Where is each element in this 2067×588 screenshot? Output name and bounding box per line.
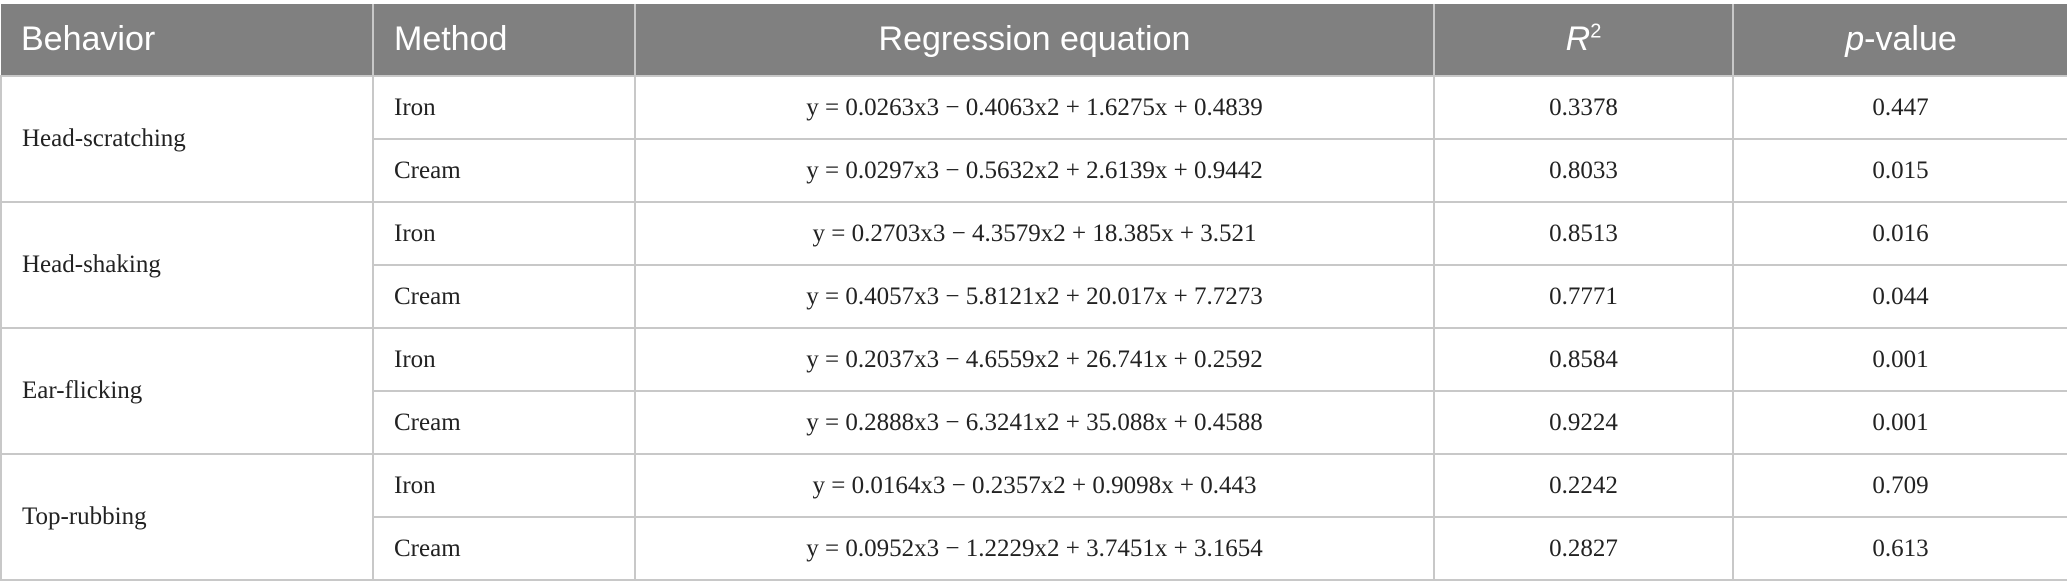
- method-cell: Iron: [372, 75, 636, 140]
- table-row: Cream y = 0.4057x3 − 5.8121x2 + 20.017x +…: [1, 264, 2067, 329]
- p-cell: 0.016: [1732, 201, 2067, 266]
- method-cell: Cream: [372, 390, 636, 455]
- equation-cell: y = 0.0952x3 − 1.2229x2 + 3.7451x + 3.16…: [634, 516, 1435, 581]
- p-cell: 0.447: [1732, 75, 2067, 140]
- header-text: R: [1565, 20, 1591, 58]
- r2-cell: 0.8033: [1433, 138, 1734, 203]
- header-text: -value: [1864, 20, 1957, 58]
- header-cell: p-value: [1732, 4, 2067, 76]
- equation-cell: y = 0.2703x3 − 4.3579x2 + 18.385x + 3.52…: [634, 201, 1435, 266]
- regression-table: Behavior Method Regression equation R2 p…: [0, 4, 2067, 581]
- equation-cell: y = 0.2037x3 − 4.6559x2 + 26.741x + 0.25…: [634, 327, 1435, 392]
- r2-cell: 0.7771: [1433, 264, 1734, 329]
- table-row: Head-shaking Iron y = 0.2703x3 − 4.3579x2 …: [0, 201, 2067, 329]
- table-body: Head-scratching Iron y = 0.0263x3 − 0.4063…: [0, 75, 2067, 581]
- equation-cell: y = 0.2888x3 − 6.3241x2 + 35.088x + 0.45…: [634, 390, 1435, 455]
- p-cell: 0.015: [1732, 138, 2067, 203]
- behavior-cell: Head-shaking: [0, 201, 374, 329]
- equation-cell: y = 0.4057x3 − 5.8121x2 + 20.017x + 7.72…: [634, 264, 1435, 329]
- header-cell: Regression equation: [634, 4, 1434, 76]
- header-sup: 2: [1590, 20, 1602, 43]
- method-cell: Cream: [372, 138, 636, 203]
- r2-cell: 0.8584: [1433, 327, 1734, 392]
- table-row: Cream y = 0.0297x3 − 0.5632x2 + 2.6139x +…: [1, 138, 2067, 203]
- behavior-cell: Ear-flicking: [0, 327, 374, 455]
- header-cell: R2: [1433, 4, 1733, 76]
- r2-cell: 0.2827: [1433, 516, 1734, 581]
- behavior-cell: Head-scratching: [0, 75, 374, 203]
- r2-cell: 0.8513: [1433, 201, 1734, 266]
- header-text: p: [1845, 20, 1865, 58]
- table-row: Ear-flicking Iron y = 0.2037x3 − 4.6559x2 …: [0, 327, 2067, 455]
- p-cell: 0.001: [1732, 327, 2067, 392]
- table-row: Top-rubbing Iron y = 0.0164x3 − 0.2357x2 +…: [0, 453, 2067, 581]
- header-cell: Method: [372, 4, 635, 76]
- p-cell: 0.001: [1732, 390, 2067, 455]
- r2-cell: 0.9224: [1433, 390, 1734, 455]
- table-row: Head-scratching Iron y = 0.0263x3 − 0.4063…: [0, 75, 2067, 203]
- method-cell: Iron: [372, 453, 636, 518]
- header-row: Behavior Method Regression equation R2 p…: [1, 4, 2067, 76]
- method-cell: Iron: [372, 327, 636, 392]
- method-cell: Cream: [372, 516, 636, 581]
- method-cell: Iron: [372, 201, 636, 266]
- behavior-cell: Top-rubbing: [0, 453, 374, 581]
- p-cell: 0.613: [1732, 516, 2067, 581]
- p-cell: 0.044: [1732, 264, 2067, 329]
- table-row: Cream y = 0.0952x3 − 1.2229x2 + 3.7451x +…: [1, 516, 2067, 581]
- table-row: Cream y = 0.2888x3 − 6.3241x2 + 35.088x +…: [1, 390, 2067, 455]
- r2-cell: 0.2242: [1433, 453, 1734, 518]
- equation-cell: y = 0.0164x3 − 0.2357x2 + 0.9098x + 0.44…: [634, 453, 1435, 518]
- method-cell: Cream: [372, 264, 636, 329]
- r2-cell: 0.3378: [1433, 75, 1734, 140]
- header-cell: Behavior: [1, 4, 373, 76]
- p-cell: 0.709: [1732, 453, 2067, 518]
- equation-cell: y = 0.0263x3 − 0.4063x2 + 1.6275x + 0.48…: [634, 75, 1435, 140]
- equation-cell: y = 0.0297x3 − 0.5632x2 + 2.6139x + 0.94…: [634, 138, 1435, 203]
